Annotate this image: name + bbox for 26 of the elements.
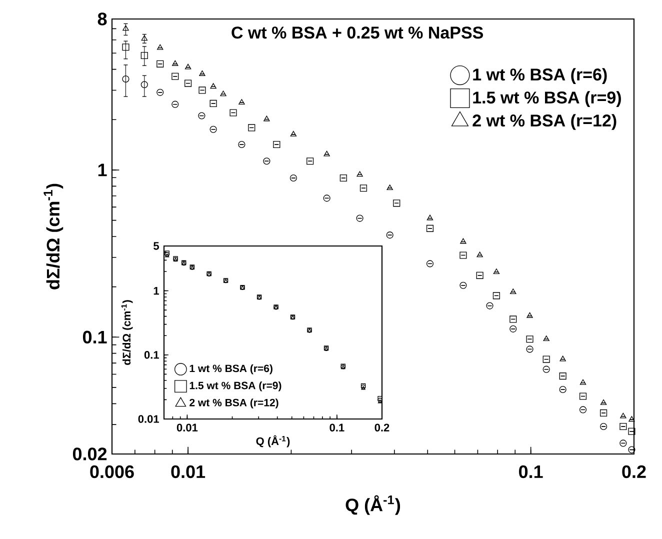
legend-label: 1 wt % BSA (r=6): [190, 364, 272, 374]
y-tick-label: 1: [154, 287, 159, 295]
y-tick-label: 0.02: [72, 448, 107, 460]
x-tick-label: 0.1: [519, 465, 543, 478]
chart-title: C wt % BSA + 0.25 wt % NaPSS: [232, 26, 483, 39]
legend-label: 1 wt % BSA (r=6): [473, 68, 607, 84]
y-tick-label: 8: [98, 12, 107, 26]
y-axis-title: dΣ/dΩ (cm$^{-1}$): [121, 300, 133, 365]
x-tick-label: 0.1: [330, 424, 344, 432]
x-axis-title: Q (Å$^{-1}$): [256, 435, 290, 448]
y-tick-label: 1: [98, 164, 107, 176]
y-tick-label: 0.1: [82, 330, 107, 344]
legend-label: 2 wt % BSA (r=12): [472, 114, 616, 130]
x-tick-label: 0.01: [171, 465, 206, 478]
legend-label: 1.5 wt % BSA (r=9): [473, 91, 621, 107]
y-axis-title: dΣ/dΩ (cm$^{-1}$): [44, 184, 64, 290]
y-tick-label: 0.1: [144, 351, 159, 359]
x-tick-label: 0.2: [622, 465, 646, 478]
x-axis-title: Q (Å$^{-1}$): [346, 495, 400, 515]
x-tick-label: 0.006: [90, 465, 134, 478]
x-tick-label: 0.2: [374, 424, 390, 432]
y-tick-label: 0.01: [138, 415, 159, 423]
legend-label: 2 wt % BSA (r=12): [190, 398, 278, 408]
y-tick-label: 5: [154, 242, 159, 250]
legend-label: 1.5 wt % BSA (r=9): [190, 382, 282, 392]
x-tick-label: 0.01: [176, 424, 198, 432]
